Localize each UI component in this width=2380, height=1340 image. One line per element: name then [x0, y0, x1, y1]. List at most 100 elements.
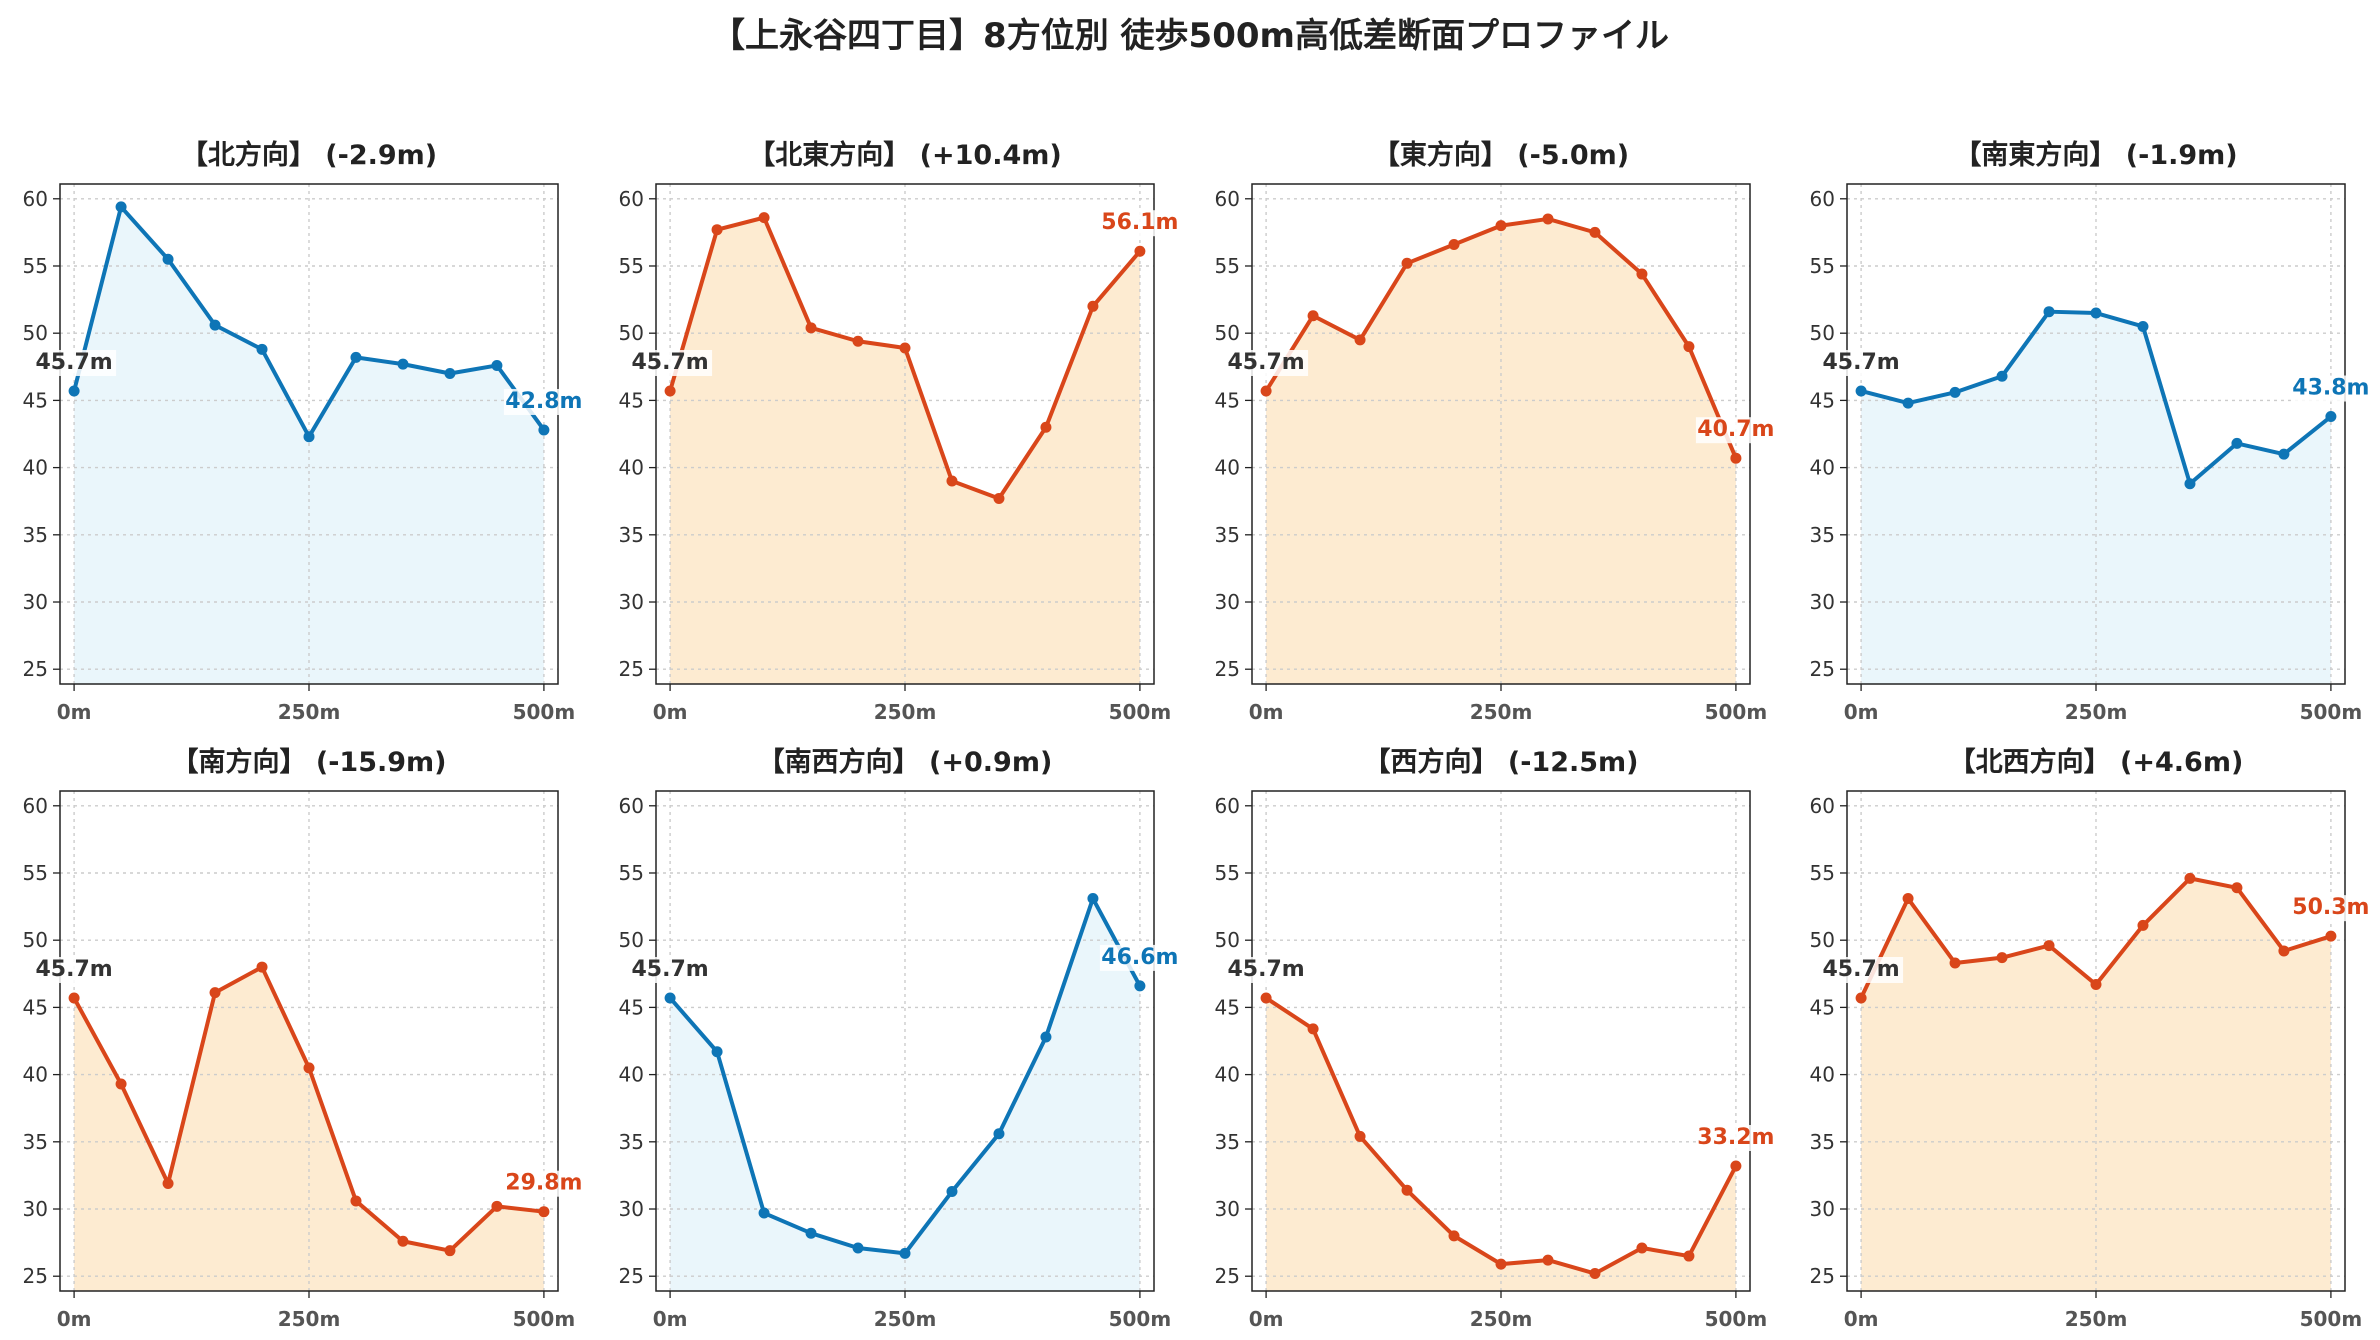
data-point	[2231, 437, 2243, 449]
data-point	[1902, 893, 1914, 905]
y-tick-label: 50	[1810, 321, 1835, 345]
start-label: 45.7m	[1227, 350, 1304, 375]
x-tick-label: 500m	[1109, 700, 1172, 724]
y-tick-label: 30	[1810, 1197, 1835, 1221]
y-tick-label: 45	[1810, 388, 1835, 412]
y-tick-label: 45	[23, 388, 48, 412]
y-tick-label: 35	[1810, 523, 1835, 547]
chart-panel-4: 25 30 35 40 45 50 55 60 0m 250m 500m 【南東方向】 (-1.9m)…	[1810, 139, 2371, 724]
data-point	[397, 358, 409, 370]
x-tick-label: 500m	[1705, 700, 1768, 724]
x-tick-label: 0m	[57, 1307, 92, 1331]
y-tick-label: 50	[1215, 928, 1240, 952]
data-point	[162, 1177, 174, 1189]
chart-panel-3: 25 30 35 40 45 50 55 60 0m 250m 500m 【東方向】 (-5.0m) 4…	[1215, 139, 1776, 724]
chart-panel-5: 25 30 35 40 45 50 55 60 0m 250m 500m 【南方向】 (-15.9m)…	[23, 746, 584, 1331]
data-point	[946, 1186, 958, 1198]
y-tick-label: 55	[23, 861, 48, 885]
data-point	[2231, 882, 2243, 894]
start-label: 45.7m	[1822, 350, 1899, 375]
end-label-bg	[503, 1170, 584, 1197]
end-label: 29.8m	[505, 1171, 582, 1196]
data-point	[68, 385, 80, 397]
end-label-bg	[503, 388, 584, 415]
data-point	[2043, 940, 2055, 952]
data-point	[1354, 1130, 1366, 1142]
data-point	[2137, 919, 2149, 931]
x-tick-label: 0m	[1249, 700, 1284, 724]
end-label-bg	[1695, 1125, 1776, 1151]
data-point	[1949, 386, 1961, 398]
y-tick-label: 55	[1215, 861, 1240, 885]
data-point	[68, 992, 80, 1004]
data-point	[1996, 952, 2008, 964]
chart-panel-7: 25 30 35 40 45 50 55 60 0m 250m 500m 【西方向】 (-12.5m)…	[1215, 746, 1776, 1331]
data-point	[1730, 452, 1742, 464]
data-point	[350, 351, 362, 363]
y-tick-label: 55	[1215, 254, 1240, 278]
y-tick-label: 25	[23, 657, 48, 681]
x-tick-label: 500m	[513, 700, 576, 724]
area-fill	[1266, 997, 1736, 1291]
y-tick-label: 35	[1215, 523, 1240, 547]
start-label-bg	[1224, 956, 1309, 983]
panel-title: 【西方向】 (-12.5m)	[1363, 746, 1638, 778]
x-tick-label: 0m	[1844, 700, 1879, 724]
y-tick-label: 55	[23, 254, 48, 278]
data-point	[758, 212, 770, 224]
data-point	[1855, 385, 1867, 397]
y-tick-label: 50	[619, 321, 644, 345]
y-tick-label: 40	[1215, 456, 1240, 480]
data-point	[1589, 226, 1601, 238]
start-label: 45.7m	[35, 350, 112, 375]
data-point	[1495, 1258, 1507, 1270]
start-label-bg	[628, 956, 713, 983]
data-point	[1087, 300, 1099, 312]
y-tick-label: 50	[1215, 321, 1240, 345]
data-point	[805, 1227, 817, 1239]
data-point	[1636, 268, 1648, 280]
data-point	[2137, 320, 2149, 332]
y-tick-label: 35	[1810, 1130, 1835, 1154]
data-point	[1542, 1254, 1554, 1266]
data-point	[444, 368, 456, 380]
y-tick-label: 40	[23, 456, 48, 480]
data-point	[1542, 213, 1554, 225]
x-tick-label: 500m	[1705, 1307, 1768, 1331]
data-point	[2090, 307, 2102, 319]
data-point	[993, 1128, 1005, 1140]
data-point	[1134, 980, 1146, 992]
data-point	[899, 1247, 911, 1259]
y-tick-label: 50	[23, 321, 48, 345]
end-label-bg	[2290, 375, 2371, 402]
end-label: 43.8m	[2292, 376, 2369, 401]
start-label-bg	[32, 349, 117, 376]
data-point	[1996, 370, 2008, 382]
x-tick-label: 250m	[278, 700, 341, 724]
data-point	[397, 1235, 409, 1247]
data-point	[1683, 341, 1695, 353]
data-point	[1401, 1184, 1413, 1196]
start-label: 45.7m	[631, 350, 708, 375]
data-point	[946, 475, 958, 487]
start-label-bg	[628, 349, 713, 376]
end-label-bg	[1695, 417, 1776, 444]
data-point	[664, 385, 676, 397]
data-point	[2090, 979, 2102, 991]
y-tick-label: 35	[1215, 1130, 1240, 1154]
y-tick-label: 25	[619, 657, 644, 681]
y-tick-label: 30	[619, 590, 644, 614]
x-tick-label: 250m	[874, 700, 937, 724]
y-tick-label: 50	[619, 928, 644, 952]
y-tick-label: 60	[1810, 794, 1835, 818]
y-tick-label: 35	[619, 523, 644, 547]
y-tick-label: 25	[1215, 657, 1240, 681]
area-fill	[1861, 311, 2331, 684]
y-tick-label: 60	[619, 794, 644, 818]
data-point	[711, 224, 723, 236]
figure-title: 【上永谷四丁目】8方位別 徒歩500m高低差断面プロファイル	[711, 16, 1669, 56]
panel-title: 【南東方向】 (-1.9m)	[1954, 139, 2237, 171]
x-tick-label: 0m	[1844, 1307, 1879, 1331]
y-tick-label: 60	[1215, 794, 1240, 818]
